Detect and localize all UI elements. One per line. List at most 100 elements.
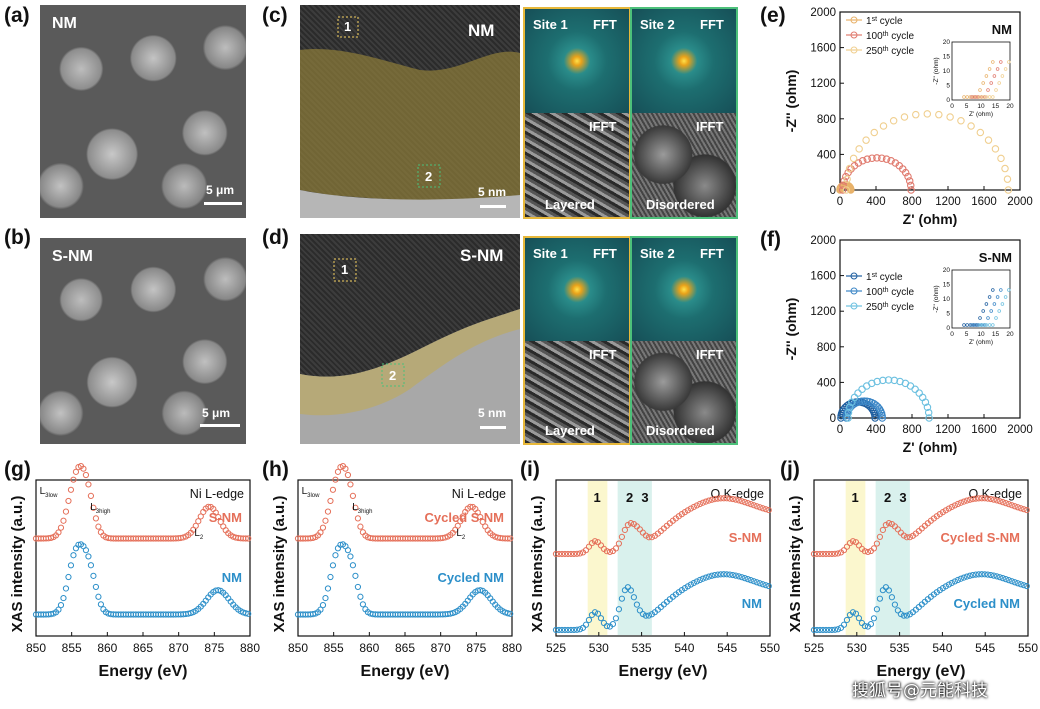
inset-point xyxy=(981,81,985,85)
ifft-label: IFFT xyxy=(696,119,724,134)
x-tick-label: 2000 xyxy=(1007,424,1033,436)
data-point xyxy=(885,520,893,527)
data-point xyxy=(969,496,976,503)
data-point xyxy=(849,154,858,163)
data-point xyxy=(567,550,575,558)
data-point xyxy=(990,572,997,579)
data-point xyxy=(555,626,563,634)
data-point xyxy=(454,522,461,529)
data-point xyxy=(322,517,329,524)
tem-overlay xyxy=(300,16,520,218)
x-tick-label: 865 xyxy=(133,641,153,655)
x-tick-label: 1600 xyxy=(971,196,997,208)
data-point xyxy=(963,573,970,580)
data-point xyxy=(615,606,623,613)
data-point xyxy=(852,610,860,617)
data-point xyxy=(876,595,884,602)
panel-label-j: (j) xyxy=(780,458,800,481)
data-point xyxy=(863,155,872,163)
chart-title: S-NM xyxy=(979,250,1012,265)
annotation-l3high: L3high xyxy=(352,502,372,515)
data-point xyxy=(855,542,863,549)
inset-point xyxy=(976,323,981,327)
data-point xyxy=(60,594,67,602)
data-point xyxy=(765,506,772,514)
legend-label: 250th cycle xyxy=(866,46,915,57)
data-point xyxy=(714,571,721,578)
data-point xyxy=(845,403,854,412)
legend-label: 250th cycle xyxy=(866,302,915,313)
legend-label: 1st cycle xyxy=(866,16,903,27)
data-point xyxy=(344,547,352,554)
legend-marker xyxy=(850,287,858,295)
data-point xyxy=(975,571,982,578)
data-point xyxy=(1023,506,1030,514)
inset-y-tick: 0 xyxy=(946,97,950,104)
fft-site-title: Site 1 xyxy=(533,246,568,261)
y-tick-label: 2000 xyxy=(810,235,836,247)
inset-x-label: Z' (ohm) xyxy=(969,339,993,346)
data-point xyxy=(854,159,863,167)
data-point xyxy=(90,504,97,511)
inset-point xyxy=(1000,74,1005,78)
data-point xyxy=(873,154,881,162)
data-point xyxy=(854,389,862,397)
data-point xyxy=(726,495,733,502)
data-point xyxy=(735,573,742,580)
data-point xyxy=(957,499,964,506)
scale-bar xyxy=(480,426,506,429)
xas-chart-h: 850 855 860 865 870 875 880 Energy (eV) XAS inte… xyxy=(271,462,522,680)
data-point xyxy=(935,110,943,119)
data-point xyxy=(618,595,626,602)
inset-point xyxy=(962,95,966,99)
scale-label: 5 nm xyxy=(478,406,507,420)
data-point xyxy=(750,502,757,509)
data-point xyxy=(57,524,65,531)
data-point xyxy=(558,550,566,558)
data-point xyxy=(359,601,367,608)
data-point xyxy=(57,602,65,609)
inset-point xyxy=(987,67,992,71)
inset-frame xyxy=(951,41,1011,101)
band-label: 1 xyxy=(593,490,600,505)
x-tick-label: 530 xyxy=(847,641,867,655)
inset-x-tick: 15 xyxy=(992,103,1000,110)
sem-image-nm: NM 5 μm xyxy=(40,5,246,218)
annotation-l3high: L3high xyxy=(90,502,110,515)
data-point xyxy=(687,581,694,588)
data-point xyxy=(873,606,881,613)
inset-point xyxy=(989,309,993,313)
panel-label-a: (a) xyxy=(4,4,30,27)
data-point xyxy=(945,581,952,588)
data-point xyxy=(762,506,769,513)
data-point xyxy=(720,571,727,578)
inset-frame xyxy=(951,269,1011,329)
data-point xyxy=(82,547,90,554)
inset-point xyxy=(981,309,985,313)
data-point xyxy=(1011,579,1018,586)
data-point xyxy=(990,496,997,503)
data-point xyxy=(870,615,878,622)
data-point xyxy=(819,626,827,634)
data-point xyxy=(95,593,102,600)
inset-point xyxy=(1003,295,1008,299)
data-point xyxy=(878,414,887,422)
data-point xyxy=(960,574,967,581)
data-point xyxy=(705,497,712,504)
data-point xyxy=(552,626,560,634)
data-point xyxy=(1005,577,1012,584)
inset-x-tick: 20 xyxy=(1006,103,1014,110)
band-2-3 xyxy=(617,481,652,635)
inset-point xyxy=(978,323,982,327)
data-point xyxy=(352,572,359,579)
data-point xyxy=(984,495,991,502)
data-point xyxy=(996,574,1003,581)
inset-point xyxy=(962,323,966,327)
data-point xyxy=(845,164,854,173)
inset-x-tick: 0 xyxy=(950,331,954,338)
data-point xyxy=(504,535,511,542)
data-point xyxy=(879,122,888,130)
data-point xyxy=(942,507,949,514)
y-tick-label: 800 xyxy=(817,342,836,354)
data-point xyxy=(567,626,575,634)
